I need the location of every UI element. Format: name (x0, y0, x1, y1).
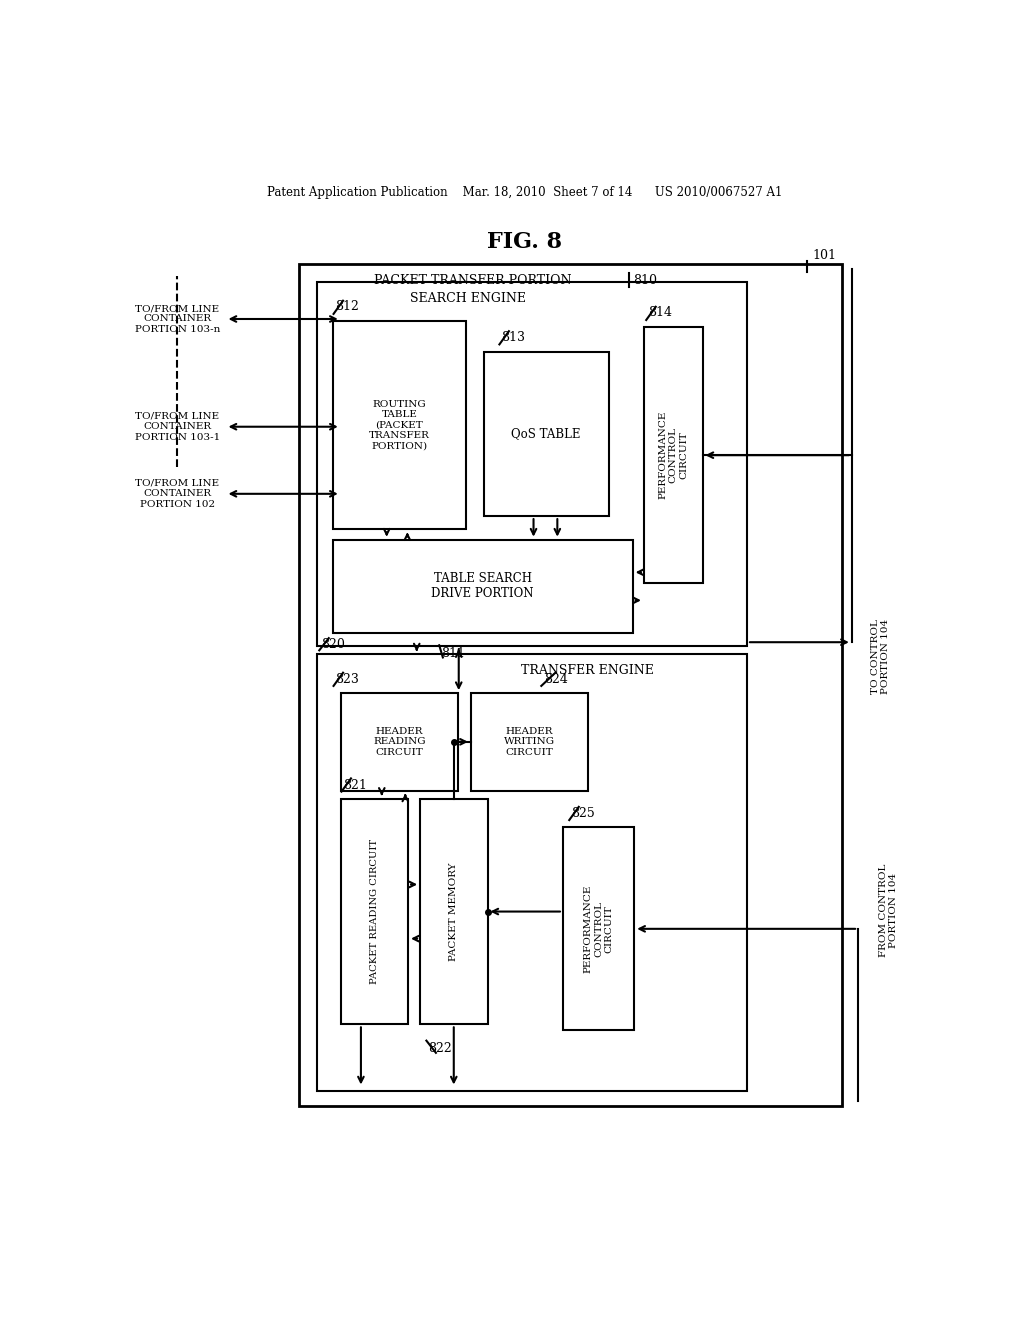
Bar (644, 327, 702, 583)
Text: FIG. 8: FIG. 8 (487, 231, 562, 252)
Text: PACKET READING CIRCUIT: PACKET READING CIRCUIT (370, 840, 379, 985)
Text: Patent Application Publication    Mar. 18, 2010  Sheet 7 of 14      US 2010/0067: Patent Application Publication Mar. 18, … (267, 186, 782, 199)
Bar (333, 321, 466, 529)
Text: TO/FROM LINE
CONTAINER
PORTION 103-n: TO/FROM LINE CONTAINER PORTION 103-n (134, 304, 220, 334)
Text: 101: 101 (812, 249, 836, 263)
Text: QoS TABLE: QoS TABLE (511, 428, 581, 441)
Text: 810: 810 (633, 273, 656, 286)
Text: HEADER
READING
CIRCUIT: HEADER READING CIRCUIT (373, 727, 426, 756)
Bar (341, 693, 458, 791)
Text: ROUTING
TABLE
(PACKET
TRANSFER
PORTION): ROUTING TABLE (PACKET TRANSFER PORTION) (369, 400, 430, 450)
Bar (341, 799, 409, 1024)
Bar (471, 693, 588, 791)
Bar (316, 282, 748, 647)
Bar (483, 351, 609, 516)
Text: PERFORMANCE
CONTROL
CIRCUIT: PERFORMANCE CONTROL CIRCUIT (584, 884, 613, 973)
Text: FROM CONTROL
PORTION 104: FROM CONTROL PORTION 104 (879, 863, 898, 957)
Text: 825: 825 (570, 808, 595, 821)
Bar (420, 799, 487, 1024)
Text: SEARCH ENGINE: SEARCH ENGINE (410, 292, 525, 305)
Bar (563, 828, 634, 1031)
Text: 811: 811 (440, 647, 465, 660)
Text: 821: 821 (343, 779, 367, 792)
Text: PACKET TRANSFER PORTION: PACKET TRANSFER PORTION (375, 273, 572, 286)
Text: 820: 820 (321, 638, 345, 651)
Bar (316, 655, 748, 1092)
Text: TO CONTROL
PORTION 104: TO CONTROL PORTION 104 (870, 619, 890, 694)
Text: 822: 822 (428, 1043, 452, 1055)
Text: 823: 823 (335, 673, 359, 686)
Text: PACKET MEMORY: PACKET MEMORY (450, 862, 459, 961)
Text: TO/FROM LINE
CONTAINER
PORTION 103-1: TO/FROM LINE CONTAINER PORTION 103-1 (134, 412, 220, 442)
Text: TABLE SEARCH
DRIVE PORTION: TABLE SEARCH DRIVE PORTION (431, 573, 534, 601)
Text: PERFORMANCE
CONTROL
CIRCUIT: PERFORMANCE CONTROL CIRCUIT (658, 411, 688, 499)
Bar (333, 540, 633, 634)
Text: 814: 814 (648, 306, 672, 319)
Text: 824: 824 (544, 673, 567, 686)
Text: HEADER
WRITING
CIRCUIT: HEADER WRITING CIRCUIT (504, 727, 555, 756)
Bar (299, 264, 843, 1106)
Text: 813: 813 (501, 331, 525, 343)
Text: 812: 812 (335, 300, 359, 313)
Text: TO/FROM LINE
CONTAINER
PORTION 102: TO/FROM LINE CONTAINER PORTION 102 (135, 479, 219, 508)
Text: TRANSFER ENGINE: TRANSFER ENGINE (521, 664, 654, 677)
